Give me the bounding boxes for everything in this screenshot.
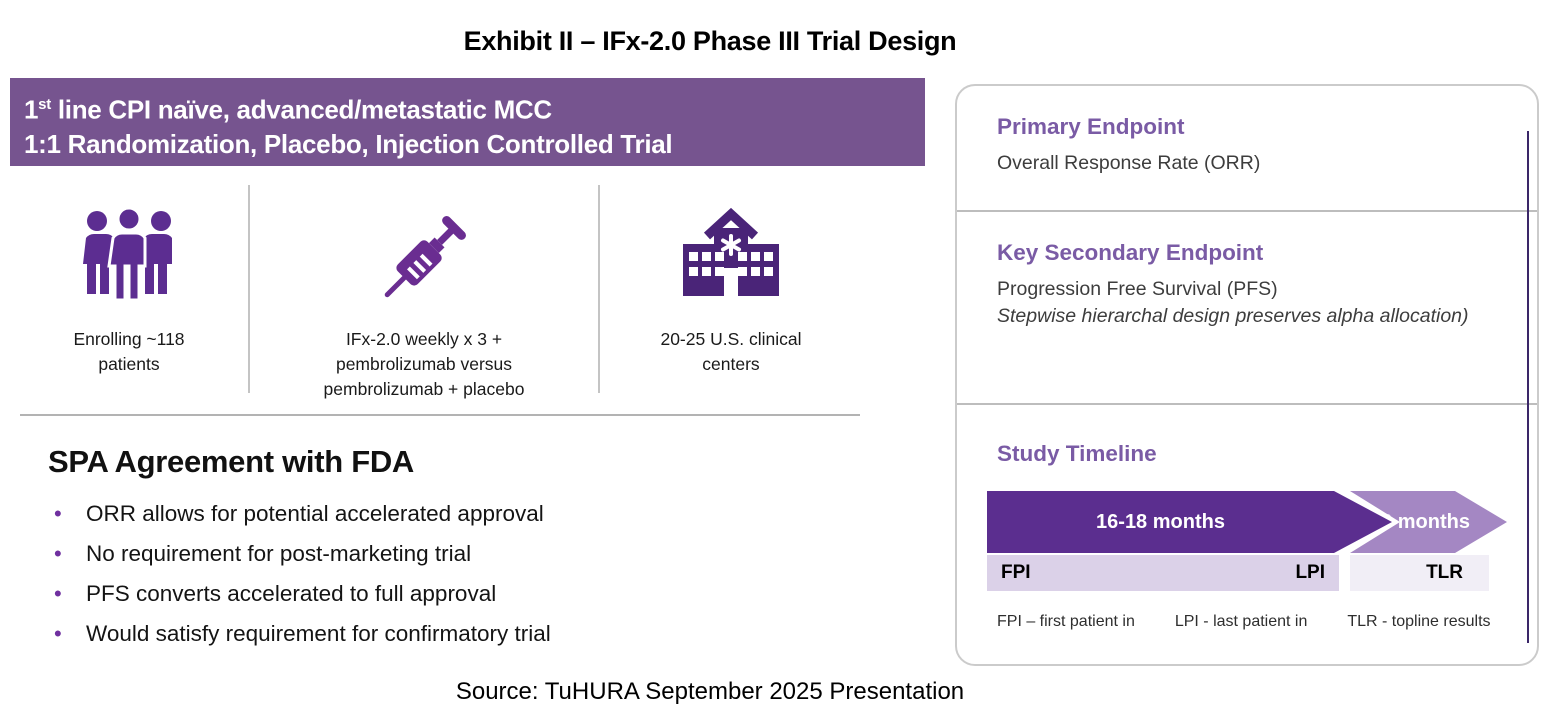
secondary-endpoint-section: Key Secondary Endpoint Progression Free … — [957, 212, 1537, 405]
endpoints-panel: Primary Endpoint Overall Response Rate (… — [955, 84, 1539, 666]
timeline-milestone-bars: FPI LPI TLR — [987, 555, 1537, 591]
timeline-legend: FPI – first patient in LPI - last patien… — [997, 613, 1491, 631]
legend-tlr: TLR - topline results — [1347, 613, 1491, 630]
banner-line-2: 1:1 Randomization, Placebo, Injection Co… — [24, 128, 673, 159]
milestone-tlr: TLR — [1426, 562, 1463, 583]
people-icon — [70, 203, 188, 313]
page-title: Exhibit II – IFx-2.0 Phase III Trial Des… — [463, 26, 957, 56]
timeline-phase1-arrow: 16-18 months — [987, 491, 1392, 553]
milestone-fpi: FPI — [1001, 562, 1031, 583]
horizontal-divider — [20, 414, 860, 416]
secondary-endpoint-note: Stepwise hierarchal design preserves alp… — [997, 305, 1469, 327]
primary-endpoint-heading: Primary Endpoint — [997, 114, 1185, 139]
phase1-duration: 16-18 months — [1096, 510, 1225, 533]
feature-centers: 20-25 U.S. clinical centers — [600, 185, 862, 393]
milestone-lpi: LPI — [1295, 562, 1325, 583]
feature-caption: 20-25 U.S. clinical centers — [660, 329, 802, 374]
feature-row: Enrolling ~118 patients — [10, 185, 862, 399]
spa-heading: SPA Agreement with FDA — [48, 444, 415, 479]
legend-lpi: LPI - last patient in — [1174, 613, 1308, 630]
superscript-st: st — [38, 96, 51, 113]
feature-caption: IFx-2.0 weekly x 3 + pembrolizumab versu… — [323, 329, 525, 399]
spa-bullet: ORR allows for potential accelerated app… — [48, 494, 888, 534]
legend-fpi: FPI – first patient in — [997, 613, 1135, 630]
spa-bullet-list: ORR allows for potential accelerated app… — [48, 494, 888, 654]
panel-right-rule — [1527, 131, 1529, 643]
trial-design-banner: 1st line CPI naïve, advanced/metastatic … — [10, 78, 925, 166]
spa-bullet: No requirement for post-marketing trial — [48, 534, 888, 574]
spa-bullet: PFS converts accelerated to full approva… — [48, 574, 888, 614]
hospital-icon — [669, 203, 793, 313]
spa-bullet: Would satisfy requirement for confirmato… — [48, 614, 888, 654]
primary-endpoint-section: Primary Endpoint Overall Response Rate (… — [957, 86, 1537, 212]
study-timeline-heading: Study Timeline — [997, 441, 1157, 466]
secondary-endpoint-body: Progression Free Survival (PFS) — [997, 278, 1278, 300]
primary-endpoint-body: Overall Response Rate (ORR) — [997, 152, 1261, 174]
phase2-milestone-bar: TLR — [1350, 555, 1489, 591]
timeline-arrows: 16-18 months 6 months — [987, 491, 1539, 553]
spa-section: SPA Agreement with FDA ORR allows for po… — [48, 444, 888, 654]
study-timeline-section: Study Timeline 16-18 months 6 months FPI… — [957, 405, 1537, 662]
feature-caption: Enrolling ~118 patients — [73, 329, 185, 374]
phase2-duration: 6 months — [1381, 510, 1470, 533]
phase1-milestone-bar: FPI LPI — [987, 555, 1339, 591]
feature-dosing: IFx-2.0 weekly x 3 + pembrolizumab versu… — [248, 185, 600, 399]
source-citation: Source: TuHURA September 2025 Presentati… — [455, 678, 965, 705]
feature-enrollment: Enrolling ~118 patients — [10, 185, 248, 393]
syringe-icon — [364, 203, 484, 313]
secondary-endpoint-heading: Key Secondary Endpoint — [997, 240, 1264, 265]
banner-line-1: 1st line CPI naïve, advanced/metastatic … — [24, 94, 552, 125]
